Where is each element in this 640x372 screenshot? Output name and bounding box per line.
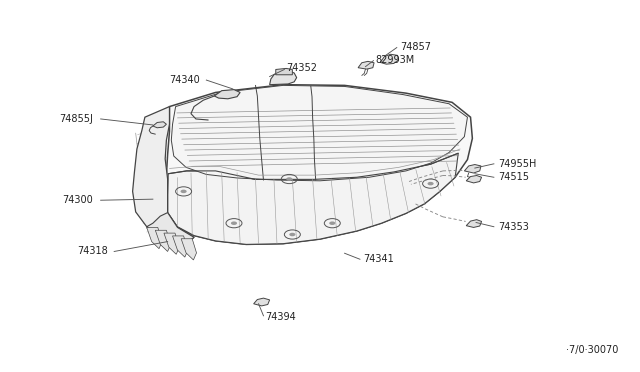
Text: 74955H: 74955H — [498, 159, 536, 169]
Polygon shape — [165, 85, 472, 244]
Polygon shape — [181, 239, 196, 260]
Circle shape — [231, 221, 237, 225]
Polygon shape — [156, 230, 171, 251]
Polygon shape — [172, 86, 467, 181]
Circle shape — [289, 233, 296, 236]
Text: 74515: 74515 — [498, 172, 529, 182]
Text: 74855J: 74855J — [59, 114, 93, 124]
Text: ·7/0·30070: ·7/0·30070 — [566, 345, 618, 355]
Text: 74352: 74352 — [286, 63, 317, 73]
Polygon shape — [466, 176, 481, 183]
Polygon shape — [466, 219, 481, 227]
Polygon shape — [147, 227, 162, 248]
Polygon shape — [465, 164, 481, 173]
Text: 74341: 74341 — [363, 254, 394, 264]
Polygon shape — [132, 106, 194, 244]
Circle shape — [286, 177, 292, 181]
Polygon shape — [253, 298, 269, 306]
Polygon shape — [173, 236, 188, 257]
Polygon shape — [358, 61, 374, 69]
Polygon shape — [153, 122, 166, 128]
Text: 74394: 74394 — [265, 312, 296, 322]
Text: 74300: 74300 — [62, 195, 93, 205]
Polygon shape — [168, 153, 458, 244]
Polygon shape — [269, 71, 297, 85]
Polygon shape — [214, 90, 240, 99]
Polygon shape — [380, 54, 399, 64]
Polygon shape — [147, 213, 194, 244]
Text: 74340: 74340 — [170, 75, 200, 85]
Polygon shape — [164, 233, 179, 254]
Circle shape — [329, 221, 335, 225]
Text: 74353: 74353 — [498, 222, 529, 232]
Text: 74318: 74318 — [77, 247, 108, 256]
Circle shape — [180, 190, 187, 193]
Text: 74857: 74857 — [400, 42, 431, 51]
Circle shape — [428, 182, 434, 185]
Polygon shape — [276, 68, 292, 75]
Text: 82993M: 82993M — [375, 55, 415, 65]
